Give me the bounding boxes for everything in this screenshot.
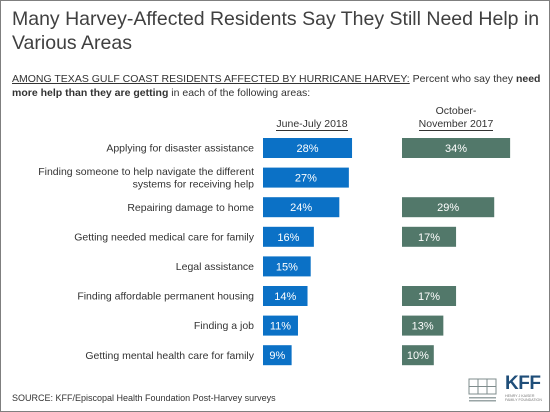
- subtitle-mid: Percent who say they: [409, 73, 516, 85]
- bar-series1: [263, 226, 314, 247]
- data-label-series1: 28%: [297, 143, 319, 155]
- data-label-series2: 34%: [445, 143, 467, 155]
- bar-series1: [263, 197, 340, 218]
- bar-series1: [263, 167, 349, 188]
- subtitle-bold: need more help than they are getting: [12, 73, 541, 99]
- series2-header-line1: October-: [435, 105, 477, 117]
- data-label-series2: 17%: [418, 232, 440, 244]
- category-label-line: Finding a job: [194, 320, 254, 332]
- subtitle-lead: AMONG TEXAS GULF COAST RESIDENTS AFFECTE…: [12, 73, 410, 85]
- subtitle-tail: in each of the following areas:: [168, 87, 311, 99]
- category-label-line: Finding affordable permanent housing: [77, 291, 254, 303]
- bar-series2: [402, 197, 495, 218]
- bar-series1: [263, 345, 292, 366]
- data-label-series1: 27%: [295, 173, 317, 185]
- category-label: Repairing damage to home: [127, 202, 254, 214]
- category-label: Finding a job: [194, 320, 254, 332]
- category-label: Applying for disaster assistance: [106, 143, 254, 155]
- chart-title: Many Harvey-Affected Residents Say They …: [12, 8, 540, 54]
- bar-series2: [402, 286, 457, 306]
- data-label-series1: 16%: [277, 232, 299, 244]
- category-label-line: systems for receiving help: [133, 178, 255, 190]
- bar-series2: [402, 315, 444, 336]
- bar-series2: [402, 345, 434, 366]
- kff-subtext: HENRY J KAISER FAMILY FOUNDATION: [505, 394, 542, 403]
- category-label-line: Applying for disaster assistance: [106, 143, 254, 155]
- category-label-line: Repairing damage to home: [127, 202, 254, 214]
- data-label-series2: 17%: [418, 291, 440, 303]
- category-label-line: Getting mental health care for family: [85, 350, 254, 362]
- data-label-series1: 15%: [276, 261, 298, 273]
- data-label-series2: 10%: [407, 350, 429, 362]
- foundation-logo-icon: [468, 378, 497, 402]
- chart-subtitle: AMONG TEXAS GULF COAST RESIDENTS AFFECTE…: [12, 72, 542, 100]
- category-label-line: Legal assistance: [176, 261, 254, 273]
- category-label: Legal assistance: [176, 261, 254, 273]
- category-label: Getting needed medical care for family: [74, 231, 255, 243]
- bar-series1: [263, 315, 298, 336]
- category-label: Finding someone to help navigate the dif…: [38, 166, 254, 191]
- series2-header-line2: November 2017: [418, 118, 494, 131]
- series1-header: June-July 2018: [262, 118, 362, 131]
- data-label-series1: 9%: [269, 350, 285, 362]
- source-note: SOURCE: KFF/Episcopal Health Foundation …: [12, 393, 276, 403]
- series1-header-label: June-July 2018: [276, 118, 348, 131]
- category-label-line: Getting needed medical care for family: [74, 231, 255, 243]
- category-label: Getting mental health care for family: [85, 350, 254, 362]
- bar-series2: [402, 138, 511, 158]
- category-label: Finding affordable permanent housing: [77, 291, 254, 303]
- episcopal-health-foundation-logo: [468, 378, 498, 404]
- bar-series1: [263, 138, 353, 158]
- kff-logo: KFF HENRY J KAISER FAMILY FOUNDATION: [505, 374, 545, 406]
- category-label-line: Finding someone to help navigate the dif…: [38, 166, 254, 178]
- kff-wordmark: KFF: [505, 373, 541, 394]
- data-label-series1: 24%: [290, 202, 312, 214]
- bar-series2: [402, 226, 457, 247]
- series2-header: October- November 2017: [400, 105, 512, 131]
- data-label-series1: 14%: [274, 291, 296, 303]
- data-label-series1: 11%: [270, 321, 291, 333]
- bar-series1: [263, 256, 311, 277]
- bar-series1: [263, 286, 308, 306]
- data-label-series2: 29%: [437, 202, 459, 214]
- data-label-series2: 13%: [412, 321, 434, 333]
